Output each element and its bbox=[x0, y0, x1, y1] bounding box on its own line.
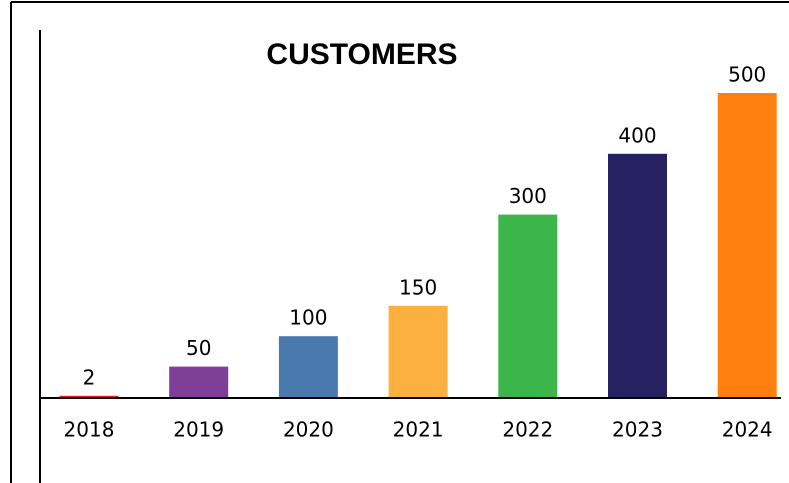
x-tick-label: 2021 bbox=[393, 418, 444, 442]
data-label: 400 bbox=[618, 123, 656, 147]
x-tick-label: 2022 bbox=[502, 418, 553, 442]
data-label: 150 bbox=[399, 275, 437, 299]
bar bbox=[608, 153, 667, 397]
bar bbox=[388, 305, 448, 397]
x-tick-label: 2023 bbox=[612, 418, 663, 442]
data-label: 300 bbox=[509, 184, 547, 208]
x-tick-label: 2024 bbox=[722, 418, 773, 442]
x-tick-label: 2020 bbox=[283, 418, 334, 442]
data-label: 50 bbox=[186, 336, 211, 360]
bar bbox=[278, 336, 338, 397]
bar bbox=[498, 214, 558, 397]
x-tick-label: 2018 bbox=[64, 418, 115, 442]
data-label: 100 bbox=[289, 306, 327, 330]
x-tick-label: 2019 bbox=[173, 418, 224, 442]
data-label: 500 bbox=[728, 63, 766, 87]
chart-title: CUSTOMERS bbox=[266, 38, 457, 71]
bar bbox=[717, 93, 777, 397]
bar bbox=[59, 395, 119, 397]
data-label: 2 bbox=[83, 365, 96, 389]
bar bbox=[169, 366, 229, 397]
